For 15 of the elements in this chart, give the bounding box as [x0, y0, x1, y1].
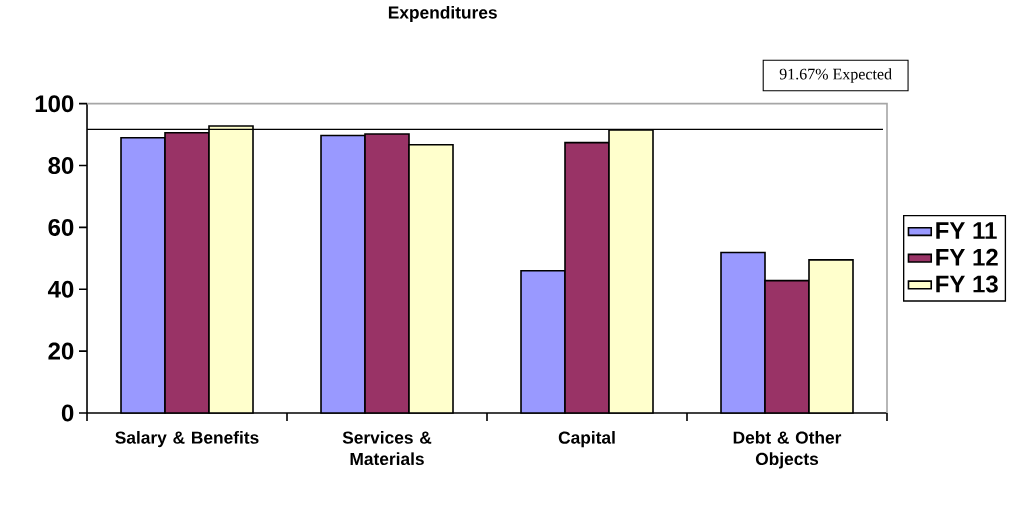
- chart-title: Expenditures: [388, 5, 497, 23]
- legend-label: FY 11: [936, 222, 997, 239]
- y-tick-label: 20: [48, 342, 74, 360]
- y-tick-label: 0: [61, 404, 74, 422]
- legend-label: FY 12: [936, 248, 998, 266]
- x-tick-label: Services & Materials: [342, 431, 432, 466]
- y-tick-label: 60: [48, 218, 74, 236]
- x-tick-label: Debt & Other Objects: [733, 431, 842, 469]
- ref-line-label: 91.67% Expected: [779, 68, 892, 83]
- x-tick-label: Salary & Benefits: [115, 431, 259, 448]
- y-tick-label: 100: [35, 95, 74, 113]
- x-tick-label: Capital: [558, 431, 615, 448]
- y-tick-label: 80: [48, 157, 74, 175]
- y-tick-label: 40: [47, 280, 74, 298]
- legend-label: FY 13: [936, 275, 998, 293]
